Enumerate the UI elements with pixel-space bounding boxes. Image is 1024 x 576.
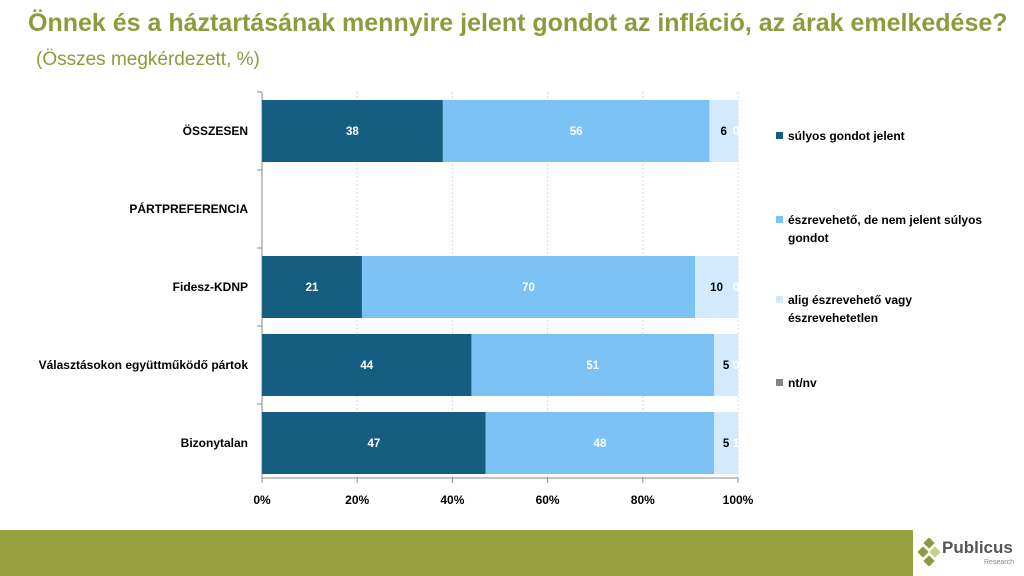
category-label: Választásokon együttműködő pártok [39,358,249,372]
logo-name: Publicus [942,538,1013,557]
bar-segment [262,334,472,396]
data-label: 0 [733,282,739,294]
legend-label: súlyos gondot jelent [788,129,905,143]
bar-segment [361,256,696,318]
title-text: Önnek és a háztartásának mennyire jelent… [28,9,1008,37]
publicus-logo: Publicus Research [918,536,1024,572]
x-tick-label: 100% [723,493,754,507]
legend-label: észrevehetetlen [788,311,879,325]
data-label: 0 [733,126,739,138]
data-label: 56 [570,126,583,138]
data-label: 1 [733,438,740,450]
data-label: 44 [360,360,373,372]
legend-label: alig észrevehető vagy [788,293,913,307]
bar-segment [262,256,362,318]
bar-segment [485,412,715,474]
data-label: 5 [723,438,730,450]
data-label: 5 [723,360,730,372]
legend-swatch [776,379,783,386]
legend-swatch [776,296,783,303]
logo-sub: Research [984,559,1014,566]
legend-swatch [776,132,783,139]
legend-label: észrevehető, de nem jelent súlyos [788,213,983,227]
category-label: Fidesz-KDNP [173,280,248,294]
x-tick-label: 60% [536,493,560,507]
data-label: 51 [586,360,599,372]
logo-icon [918,538,940,566]
category-label: PÁRTPREFERENCIA [129,201,248,216]
subtitle: (Összes megkérdezett, %) [36,49,260,70]
bar-segment [714,334,738,396]
legend-item: nt/nv [776,374,1016,392]
category-label: Bizonytalan [181,436,248,450]
data-label: 70 [522,282,535,294]
x-tick-label: 40% [440,493,464,507]
bar-segment [262,412,486,474]
data-label: 0 [733,360,739,372]
legend-label: gondot [788,231,829,245]
legend-item: alig észrevehető vagy észrevehetetlen [776,291,1016,327]
chart-title: Önnek és a háztartásának mennyire jelent… [28,6,1008,77]
bar-segment [714,412,738,474]
data-label: 38 [346,126,359,138]
data-label: 47 [367,438,380,450]
x-tick-label: 20% [345,493,369,507]
data-label: 48 [594,438,607,450]
legend-item: észrevehető, de nem jelent súlyos gondot [776,211,1016,247]
bar-segment [471,334,715,396]
data-label: 10 [710,282,723,294]
footer-bar [0,530,913,576]
legend-swatch [776,216,783,223]
bar-segment [262,100,443,162]
legend-item: súlyos gondot jelent [776,127,1016,145]
x-tick-label: 80% [631,493,655,507]
bar-segment [442,100,710,162]
data-label: 21 [306,282,319,294]
legend-label: nt/nv [788,376,817,390]
x-tick-label: 0% [253,493,271,507]
category-label: ÖSSZESEN [183,123,248,138]
bar-segment [695,256,738,318]
bar-chart: 0% 20% 40% 60% 80% 100%ÖSSZESEN 38 56 6 0PÁRTPREF… [39,91,754,507]
bar-segment [709,100,738,162]
data-label: 6 [721,126,727,138]
